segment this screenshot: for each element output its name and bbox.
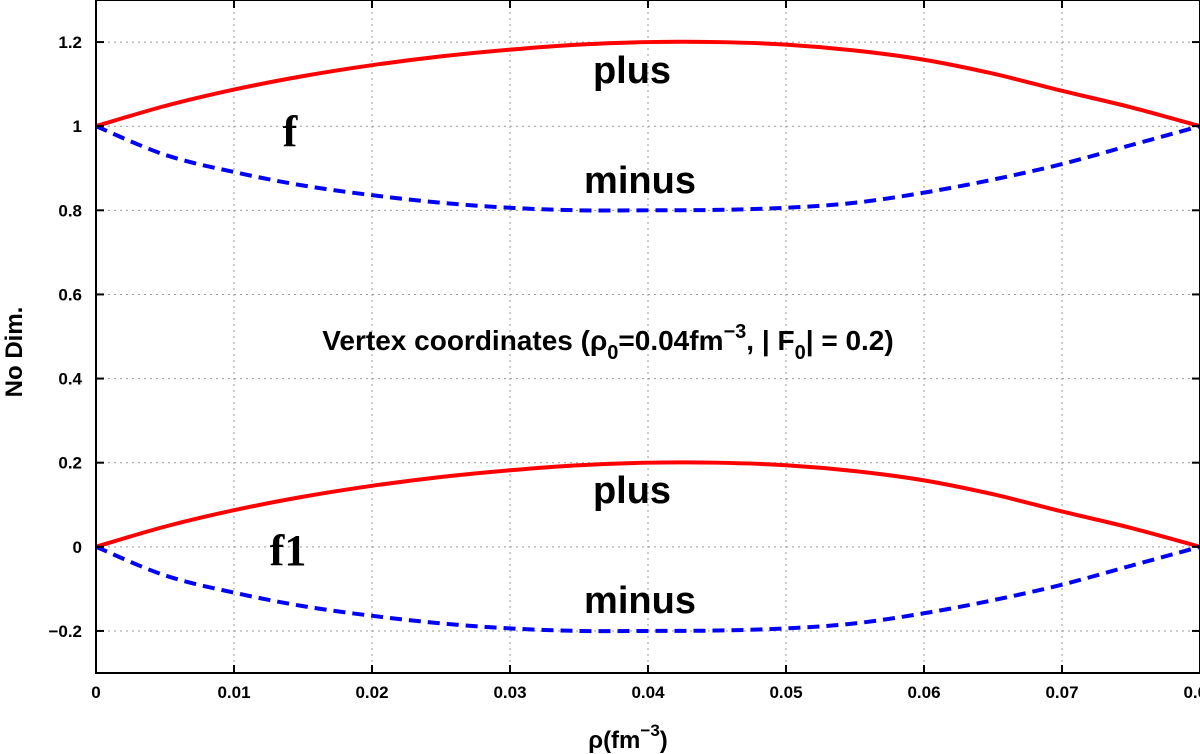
y-tick-label: 0.8 <box>58 201 82 220</box>
y-tick-label: 0.4 <box>58 370 82 389</box>
annotation-f-plus: plus <box>593 50 671 92</box>
x-tick-label: 0.01 <box>217 683 250 702</box>
x-axis-label-sup: −3 <box>640 721 659 740</box>
y-tick-label: −0.2 <box>48 622 82 641</box>
grid <box>96 0 1200 673</box>
x-tick-label: 0.07 <box>1045 683 1078 702</box>
series-f-plus <box>95 39 1200 129</box>
vertex-sub-rho: 0 <box>607 342 618 364</box>
annotation-f1: f1 <box>270 526 307 575</box>
series-f1-plus <box>95 460 1200 549</box>
x-axis-label-close: ) <box>660 727 668 754</box>
vertex-sup: −3 <box>723 321 746 343</box>
vertex-suffix: | = 0.2) <box>806 325 894 356</box>
y-tick-label: 0 <box>73 538 82 557</box>
series-f1-minus <box>95 544 1200 634</box>
x-ticks: 0 0.01 0.02 0.03 0.04 0.05 0.06 0.07 0.08 <box>91 0 1200 702</box>
y-tick-label: 1.2 <box>58 33 82 52</box>
vertex-sub-f: 0 <box>795 342 806 364</box>
y-ticks: −0.2 0 0.2 0.4 0.6 0.8 1 1.2 <box>48 33 1200 641</box>
vertex-prefix: Vertex coordinates (ρ <box>322 325 607 356</box>
y-tick-label: 0.6 <box>58 285 82 304</box>
x-axis-label: ρ(fm−3) <box>588 721 668 754</box>
x-tick-label: 0.06 <box>907 683 940 702</box>
y-axis-label: No Dim. <box>1 307 28 398</box>
vertex-mid2: , | F <box>746 325 794 356</box>
x-tick-label: 0 <box>91 683 100 702</box>
vertex-annotation: Vertex coordinates (ρ0=0.04fm−3, | F0| =… <box>322 321 893 364</box>
y-tick-label: 0.2 <box>58 454 82 473</box>
annotation-f: f <box>283 107 299 156</box>
vertex-mid: =0.04fm <box>618 325 723 356</box>
x-tick-label: 0.08 <box>1183 683 1200 702</box>
x-axis-label-base: ρ(fm <box>588 727 640 754</box>
series-f-minus <box>95 124 1200 213</box>
series-layer <box>95 39 1200 634</box>
annotation-f1-plus: plus <box>593 470 671 512</box>
annotation-f-minus: minus <box>584 160 696 202</box>
x-tick-label: 0.05 <box>769 683 802 702</box>
x-tick-label: 0.03 <box>493 683 526 702</box>
x-tick-label: 0.02 <box>355 683 388 702</box>
annotation-f1-minus: minus <box>584 580 696 622</box>
y-tick-label: 1 <box>73 117 82 136</box>
x-tick-label: 0.04 <box>631 683 665 702</box>
